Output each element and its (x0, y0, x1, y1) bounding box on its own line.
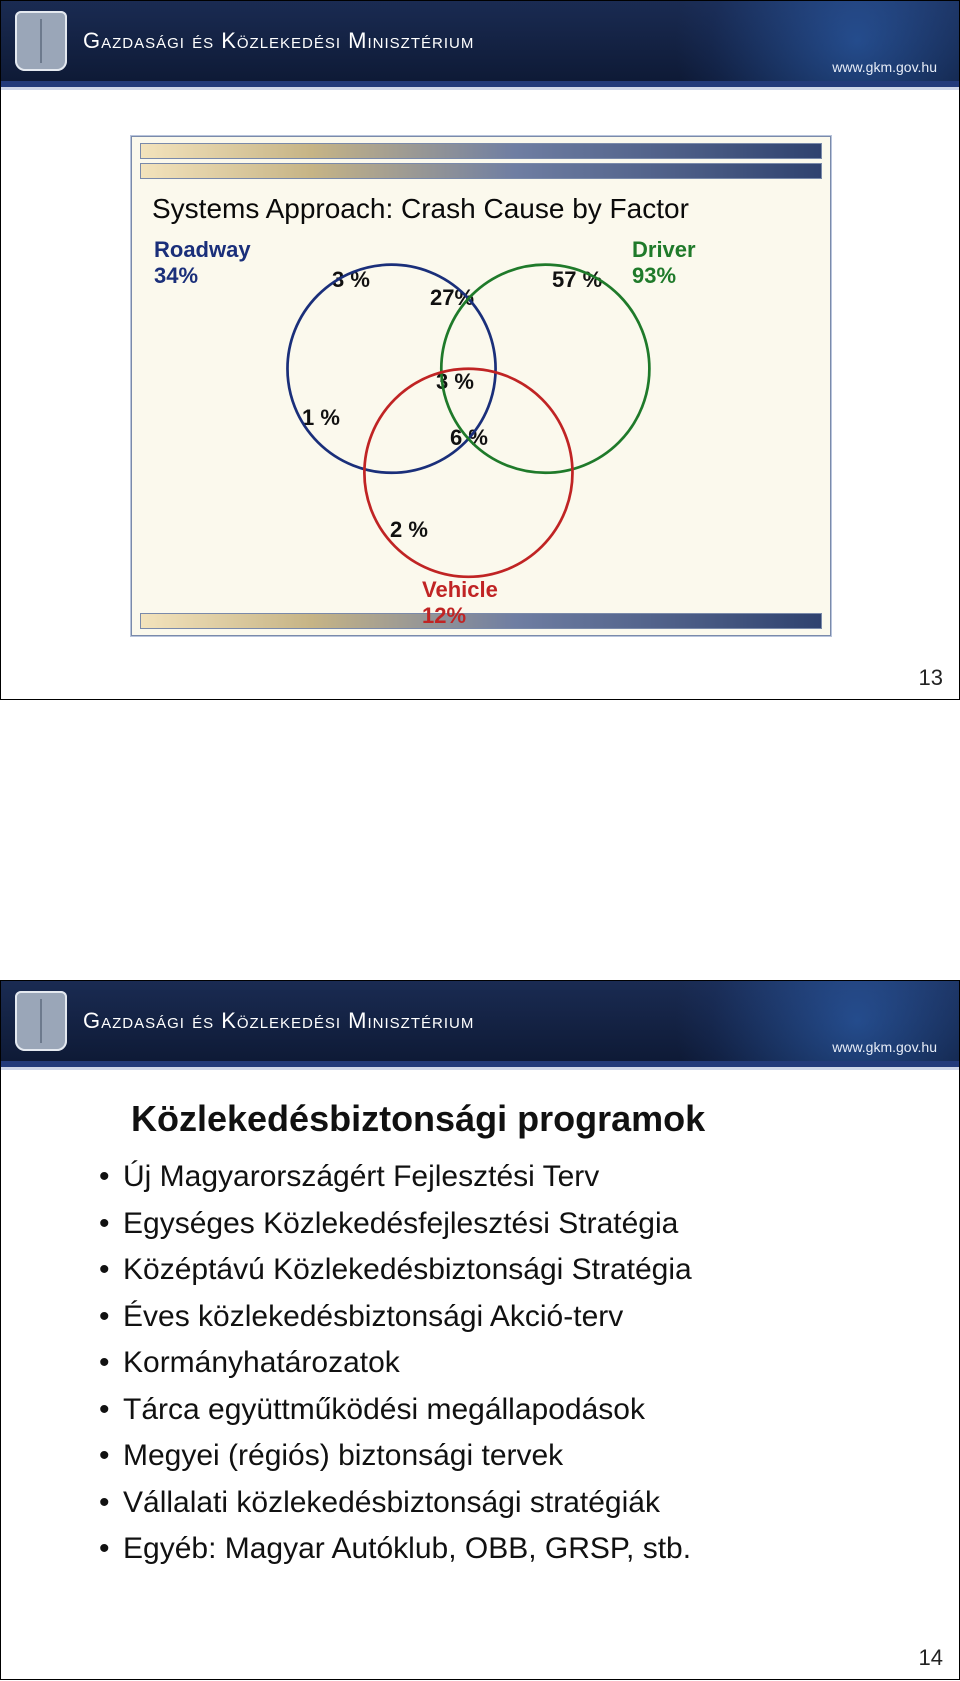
slide-gap (0, 700, 960, 980)
header-url: www.gkm.gov.hu (832, 1039, 937, 1055)
gradient-bar (140, 143, 822, 159)
slide-13: Gazdasági és Közlekedési Minisztérium ww… (0, 0, 960, 700)
header-rule-light (1, 87, 959, 90)
bullet-item: Vállalati közlekedésbiztonsági stratégiá… (91, 1480, 911, 1527)
bullet-list: Új Magyarországért Fejlesztési Terv Egys… (91, 1154, 911, 1573)
slide-header: Gazdasági és Közlekedési Minisztérium ww… (1, 1, 959, 81)
venn-card: Systems Approach: Crash Cause by Factor … (131, 136, 831, 636)
slide-14: Gazdasági és Közlekedési Minisztérium ww… (0, 980, 960, 1680)
header-url: www.gkm.gov.hu (832, 59, 937, 75)
gradient-bar (140, 163, 822, 179)
bullet-item: Tárca együttműködési megállapodások (91, 1387, 911, 1434)
ministry-title: Gazdasági és Közlekedési Minisztérium (83, 1008, 474, 1034)
coat-of-arms-icon (15, 11, 67, 71)
coat-of-arms-icon (15, 991, 67, 1051)
ministry-title: Gazdasági és Közlekedési Minisztérium (83, 28, 474, 54)
bullet-item: Egyéb: Magyar Autóklub, OBB, GRSP, stb. (91, 1526, 911, 1573)
bullet-item: Megyei (régiós) biztonsági tervek (91, 1433, 911, 1480)
venn-title: Systems Approach: Crash Cause by Factor (152, 193, 689, 225)
page-number: 13 (919, 665, 943, 691)
slide-title: Közlekedésbiztonsági programok (131, 1098, 891, 1140)
bullet-item: Egységes Közlekedésfejlesztési Stratégia (91, 1201, 911, 1248)
header-rule-light (1, 1067, 959, 1070)
slide-header: Gazdasági és Közlekedési Minisztérium ww… (1, 981, 959, 1061)
page-number: 14 (919, 1645, 943, 1671)
bullet-item: Kormányhatározatok (91, 1340, 911, 1387)
venn-diagram (152, 233, 812, 613)
bullet-item: Új Magyarországért Fejlesztési Terv (91, 1154, 911, 1201)
bullet-item: Középtávú Közlekedésbiztonsági Stratégia (91, 1247, 911, 1294)
bullet-item: Éves közlekedésbiztonsági Akció-terv (91, 1294, 911, 1341)
